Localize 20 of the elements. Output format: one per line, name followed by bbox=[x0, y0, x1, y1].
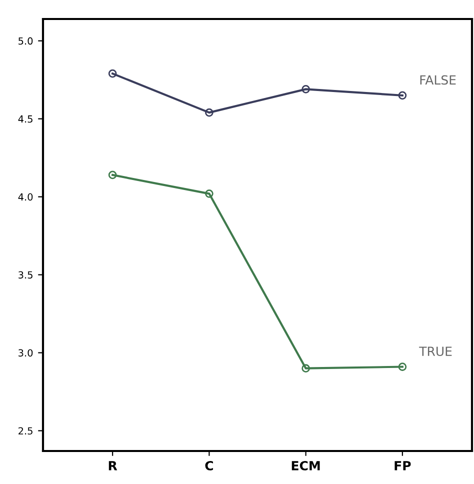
x-tick-label: ECM bbox=[292, 460, 320, 470]
point bbox=[302, 364, 310, 373]
y-tick-label: 3.5 bbox=[18, 271, 32, 279]
y-tick-label: 4.5 bbox=[18, 115, 32, 123]
point bbox=[398, 362, 407, 371]
series-label: FALSE bbox=[420, 75, 456, 85]
y-tick-label: 2.5 bbox=[18, 427, 32, 435]
y-tick-label: 4.0 bbox=[18, 193, 33, 201]
point bbox=[205, 108, 214, 117]
point bbox=[398, 91, 407, 100]
x-tick-label: FP bbox=[394, 461, 411, 470]
point bbox=[302, 85, 310, 94]
point bbox=[108, 69, 117, 78]
y-tick-label: 3.0 bbox=[18, 349, 33, 357]
point bbox=[108, 170, 117, 180]
x-tick-label: C bbox=[205, 460, 213, 470]
series-label: TRUE bbox=[419, 346, 452, 356]
y-tick-label: 5.0 bbox=[18, 37, 33, 45]
x-tick-label: R bbox=[108, 461, 118, 470]
point bbox=[205, 190, 214, 198]
